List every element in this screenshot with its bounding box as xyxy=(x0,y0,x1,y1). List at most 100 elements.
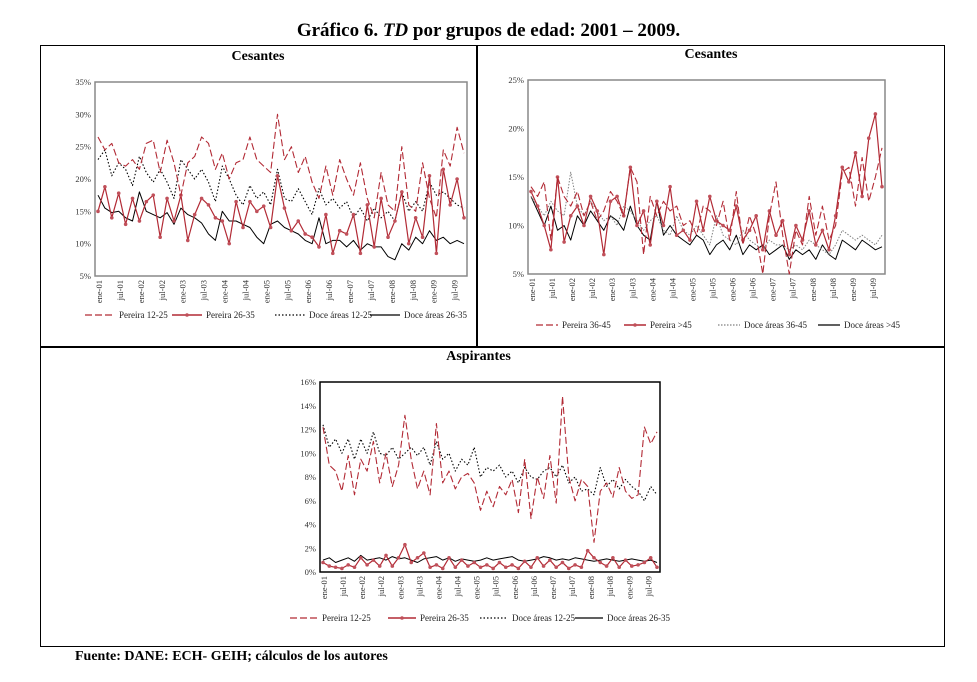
data-point-pereira-26-35 xyxy=(560,560,565,565)
data-point-pereira-26-35 xyxy=(428,565,432,570)
data-point-pereira-45 xyxy=(820,228,825,233)
legend-label-pereira-12-25: Pereira 12-25 xyxy=(119,310,168,320)
data-point-pereira-26-35 xyxy=(406,241,411,246)
legend-marker xyxy=(633,323,637,327)
x-tick-label-group: jul-06 xyxy=(748,278,758,299)
x-tick-label-group: jul-06 xyxy=(529,576,539,597)
x-tick-label: jul-04 xyxy=(240,279,250,301)
data-point-pereira-26-35 xyxy=(346,563,351,567)
x-tick-label-group: ene-01 xyxy=(527,278,537,301)
y-tick-label: 5% xyxy=(513,269,524,279)
x-tick-label-group: jul-09 xyxy=(643,576,653,597)
data-point-pereira-45 xyxy=(794,223,798,228)
x-tick-label-group: ene-04 xyxy=(220,279,230,303)
data-point-pereira-26-35 xyxy=(585,548,590,553)
x-tick-label-group: ene-09 xyxy=(624,576,634,599)
data-point-pereira-26-35 xyxy=(130,196,135,201)
data-point-pereira-26-35 xyxy=(636,563,640,567)
panel-divider-vertical xyxy=(476,45,478,347)
y-tick-label: 0% xyxy=(305,567,316,577)
y-tick-label: 14% xyxy=(300,401,316,411)
data-point-pereira-45 xyxy=(721,223,725,228)
y-tick-label: 16% xyxy=(300,377,316,387)
data-point-pereira-26-35 xyxy=(655,565,659,570)
data-point-pereira-45 xyxy=(807,209,811,213)
figure-title-prefix: Gráfico 6. xyxy=(296,20,383,41)
x-tick-label: jul-03 xyxy=(414,576,424,597)
x-tick-label-group: ene-07 xyxy=(345,280,355,303)
x-tick-label: ene-01 xyxy=(527,278,537,301)
x-tick-label: ene-02 xyxy=(567,278,577,301)
series-line-doce-reas-12-25 xyxy=(322,424,658,502)
x-tick-label: jul-04 xyxy=(453,575,463,597)
data-point-pereira-45 xyxy=(529,189,533,194)
y-tick-label: 20% xyxy=(75,174,91,184)
data-point-pereira-26-35 xyxy=(434,563,439,567)
x-tick-label: ene-04 xyxy=(433,575,443,599)
x-tick-label: ene-03 xyxy=(395,576,405,599)
x-tick-label: jul-09 xyxy=(643,576,653,597)
chart-aspirantes: 0% 2% 4% 6% 8% 10% 12% 14% 16% ene-01 jul-01 ene-02… xyxy=(290,377,670,623)
x-tick-label-group: jul-04 xyxy=(667,277,677,299)
y-tick-label: 4% xyxy=(305,520,316,530)
x-tick-label-group: jul-01 xyxy=(338,576,348,597)
x-tick-label: ene-09 xyxy=(624,576,634,599)
x-tick-label: ene-02 xyxy=(357,576,367,599)
data-point-pereira-26-35 xyxy=(420,235,425,239)
data-point-pereira-45 xyxy=(688,238,692,242)
data-point-pereira-26-35 xyxy=(466,564,470,568)
data-point-pereira-26-35 xyxy=(110,216,114,220)
data-point-pereira-45 xyxy=(595,209,600,213)
data-point-pereira-26-35 xyxy=(393,219,397,223)
data-point-pereira-26-35 xyxy=(642,560,647,565)
x-tick-label: ene-08 xyxy=(586,576,596,599)
data-point-pereira-45 xyxy=(621,214,626,218)
data-point-pereira-26-35 xyxy=(485,563,489,567)
x-tick-label-group: jul-07 xyxy=(366,280,376,301)
data-point-pereira-26-35 xyxy=(377,564,382,568)
data-point-pereira-26-35 xyxy=(529,565,533,570)
x-tick-label: ene-03 xyxy=(178,280,188,303)
data-point-pereira-45 xyxy=(655,199,659,204)
data-point-pereira-26-35 xyxy=(623,558,628,562)
x-tick-label-group: jul-02 xyxy=(376,576,386,597)
series-line-pereira-12-25 xyxy=(322,395,658,543)
x-tick-label: ene-08 xyxy=(808,278,818,301)
series-line-doce-reas-45 xyxy=(530,196,883,260)
x-tick-label-group: jul-04 xyxy=(453,575,463,597)
data-point-pereira-45 xyxy=(880,184,884,189)
data-point-pereira-26-35 xyxy=(396,555,401,560)
x-tick-label-group: jul-08 xyxy=(408,280,418,301)
data-point-pereira-26-35 xyxy=(321,560,325,565)
x-tick-label-group: ene-05 xyxy=(472,576,482,599)
x-tick-label: jul-08 xyxy=(605,576,615,597)
x-tick-label-group: ene-03 xyxy=(178,280,188,303)
panel-title-cesantes-right: Cesantes xyxy=(684,47,738,62)
x-tick-label-group: ene-03 xyxy=(607,278,617,301)
data-point-pereira-45 xyxy=(549,247,553,252)
data-point-pereira-26-35 xyxy=(337,228,342,233)
legend-label-doce-reas-26-35: Doce áreas 26-35 xyxy=(404,310,467,320)
data-point-pereira-26-35 xyxy=(629,564,634,568)
x-tick-label-group: ene-05 xyxy=(687,278,697,301)
data-point-pereira-45 xyxy=(853,150,858,155)
panel-title-cesantes-left: Cesantes xyxy=(231,49,285,64)
data-point-pereira-45 xyxy=(542,223,547,228)
data-point-pereira-26-35 xyxy=(123,222,128,227)
x-tick-label: jul-01 xyxy=(547,278,557,299)
data-point-pereira-26-35 xyxy=(447,555,451,560)
x-tick-label-group: jul-09 xyxy=(450,280,460,301)
x-tick-label: jul-05 xyxy=(708,278,718,299)
data-point-pereira-45 xyxy=(535,204,540,208)
data-point-pereira-26-35 xyxy=(440,566,445,571)
data-point-pereira-26-35 xyxy=(268,225,273,230)
data-point-pereira-26-35 xyxy=(579,565,584,570)
data-point-pereira-26-35 xyxy=(390,564,395,568)
data-point-pereira-45 xyxy=(827,247,831,252)
data-point-pereira-45 xyxy=(648,243,653,247)
legend-marker xyxy=(400,616,404,620)
x-tick-label-group: jul-02 xyxy=(587,278,597,299)
x-tick-label: jul-09 xyxy=(868,278,878,299)
data-point-pereira-45 xyxy=(681,228,686,233)
data-point-pereira-45 xyxy=(582,223,586,228)
